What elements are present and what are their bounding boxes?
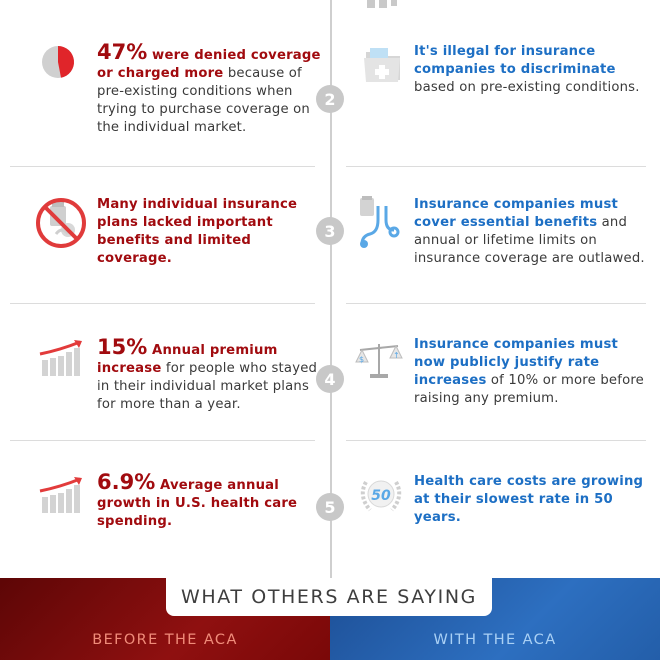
- before-aca-label: BEFORE THE ACA: [92, 632, 238, 648]
- with-aca-label: WITH THE ACA: [433, 632, 557, 648]
- after-text-4: Insurance companies must now publicly ju…: [414, 336, 646, 408]
- bold-text: Health care costs are growing at their s…: [414, 474, 644, 525]
- stat-highlight: 15%: [97, 335, 148, 359]
- pie-chart-icon: [42, 45, 75, 78]
- before-text-2: 47% were denied coverage or charged more…: [97, 40, 322, 137]
- step-number-5: 5: [316, 493, 344, 521]
- stat-highlight: 47%: [97, 40, 148, 64]
- partial-icon-top: [367, 0, 397, 8]
- rising-bar-chart-icon: [39, 340, 82, 376]
- row-separator: [346, 166, 646, 167]
- body-text: of 10% or more before raising any premiu…: [414, 373, 644, 406]
- bold-text: Insurance companies must cover essential…: [414, 197, 619, 230]
- row-separator: [346, 303, 646, 304]
- step-number-2: 2: [316, 85, 344, 113]
- step-number-4: 4: [316, 365, 344, 393]
- badge-label: 50: [371, 488, 391, 504]
- svg-text:$: $: [359, 355, 364, 364]
- fifty-years-badge-icon: 50: [360, 480, 402, 512]
- body-text: based on pre-existing conditions.: [414, 80, 640, 95]
- row-separator: [346, 440, 646, 441]
- stethoscope-icon: [360, 196, 400, 248]
- scale-balance-icon: $ ↑: [355, 344, 403, 378]
- stat-highlight: 6.9%: [97, 470, 156, 494]
- bold-text: Annual premium increase: [97, 343, 278, 376]
- bold-text: Insurance companies must now publicly ju…: [414, 337, 619, 388]
- step-number-3: 3: [316, 217, 344, 245]
- bold-text: Average annual growth in U.S. health car…: [97, 478, 298, 529]
- bold-text: were denied coverage or charged more: [97, 48, 321, 81]
- before-text-4: 15% Annual premium increase for people w…: [97, 335, 322, 414]
- medical-folder-icon: [364, 48, 400, 82]
- row-separator: [10, 440, 315, 441]
- before-text-3: Many individual insurance plans lacked i…: [97, 196, 322, 268]
- body-text: and annual or lifetime limits on insuran…: [414, 215, 645, 266]
- after-text-5: Health care costs are growing at their s…: [414, 473, 646, 527]
- after-text-2: It's illegal for insurance companies to …: [414, 43, 646, 97]
- bold-text: Many individual insurance plans lacked i…: [97, 197, 298, 266]
- body-text: for people who stayed in their individua…: [97, 361, 318, 412]
- svg-text:↑: ↑: [393, 351, 400, 360]
- timeline-line: [330, 0, 332, 578]
- body-text: because of pre-existing conditions when …: [97, 66, 310, 135]
- section-heading: WHAT OTHERS ARE SAYING: [166, 578, 492, 616]
- bold-text: It's illegal for insurance companies to …: [414, 44, 616, 77]
- before-text-5: 6.9% Average annual growth in U.S. healt…: [97, 470, 322, 531]
- rising-bar-chart-icon: [39, 477, 82, 513]
- after-text-3: Insurance companies must cover essential…: [414, 196, 646, 268]
- no-medicine-icon: [36, 198, 86, 248]
- row-separator: [10, 166, 315, 167]
- row-separator: [10, 303, 315, 304]
